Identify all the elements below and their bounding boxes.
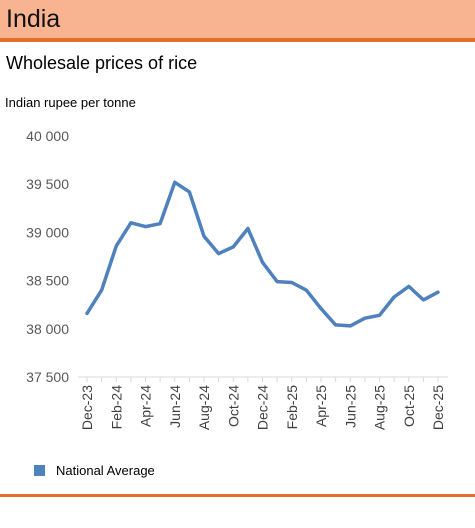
data-point bbox=[275, 280, 279, 283]
y-tick-label: 38 000 bbox=[26, 321, 69, 337]
x-tick-label: Dec-23 bbox=[79, 385, 95, 430]
y-tick-label: 40 000 bbox=[26, 128, 69, 144]
x-tick-label: Feb-25 bbox=[284, 385, 300, 430]
data-point bbox=[217, 252, 220, 255]
series-line bbox=[85, 180, 440, 328]
data-point bbox=[422, 298, 425, 302]
chart-title: Wholesale prices of rice bbox=[6, 53, 198, 73]
data-point bbox=[436, 290, 440, 294]
y-tick-label: 37 500 bbox=[26, 369, 69, 385]
footer-divider bbox=[0, 494, 475, 497]
header-banner: India bbox=[0, 0, 475, 38]
data-point bbox=[319, 307, 323, 310]
data-point bbox=[100, 289, 103, 292]
data-point bbox=[115, 244, 118, 248]
data-point bbox=[392, 295, 396, 299]
y-axis-label: Indian rupee per tonne bbox=[5, 95, 136, 110]
y-tick-label: 39 500 bbox=[26, 176, 69, 192]
data-point bbox=[173, 181, 176, 184]
data-point bbox=[246, 227, 250, 230]
x-tick-label: Aug-24 bbox=[196, 385, 212, 430]
header-divider bbox=[0, 38, 475, 42]
y-tick-label: 39 000 bbox=[26, 224, 69, 240]
data-point bbox=[378, 314, 381, 317]
legend: National Average bbox=[34, 463, 155, 478]
data-point bbox=[144, 225, 147, 228]
x-tick-label: Oct-24 bbox=[225, 385, 241, 427]
x-tick-label: Dec-24 bbox=[255, 385, 271, 430]
data-point bbox=[202, 235, 206, 238]
data-point bbox=[232, 245, 235, 249]
legend-swatch bbox=[34, 465, 45, 476]
x-tick-label: Jun-25 bbox=[342, 385, 358, 428]
data-point bbox=[188, 190, 191, 194]
x-tick-label: Oct-25 bbox=[401, 385, 417, 427]
data-point bbox=[129, 221, 133, 224]
data-point bbox=[85, 312, 89, 315]
data-point bbox=[305, 289, 308, 292]
y-tick-label: 38 500 bbox=[26, 273, 69, 289]
data-point bbox=[407, 285, 410, 288]
data-point bbox=[158, 222, 162, 225]
x-tick-label: Dec-25 bbox=[430, 385, 446, 430]
legend-label: National Average bbox=[56, 463, 155, 478]
data-point bbox=[290, 281, 293, 284]
data-point bbox=[334, 323, 337, 327]
x-tick-label: Apr-24 bbox=[138, 385, 154, 427]
x-tick-label: Feb-24 bbox=[108, 385, 124, 430]
data-point bbox=[363, 316, 367, 320]
data-point bbox=[261, 261, 264, 264]
data-point bbox=[349, 324, 352, 328]
x-tick-label: Aug-25 bbox=[372, 385, 388, 430]
x-tick-label: Apr-25 bbox=[313, 385, 329, 427]
country-title: India bbox=[6, 5, 61, 33]
x-tick-label: Jun-24 bbox=[167, 385, 183, 428]
